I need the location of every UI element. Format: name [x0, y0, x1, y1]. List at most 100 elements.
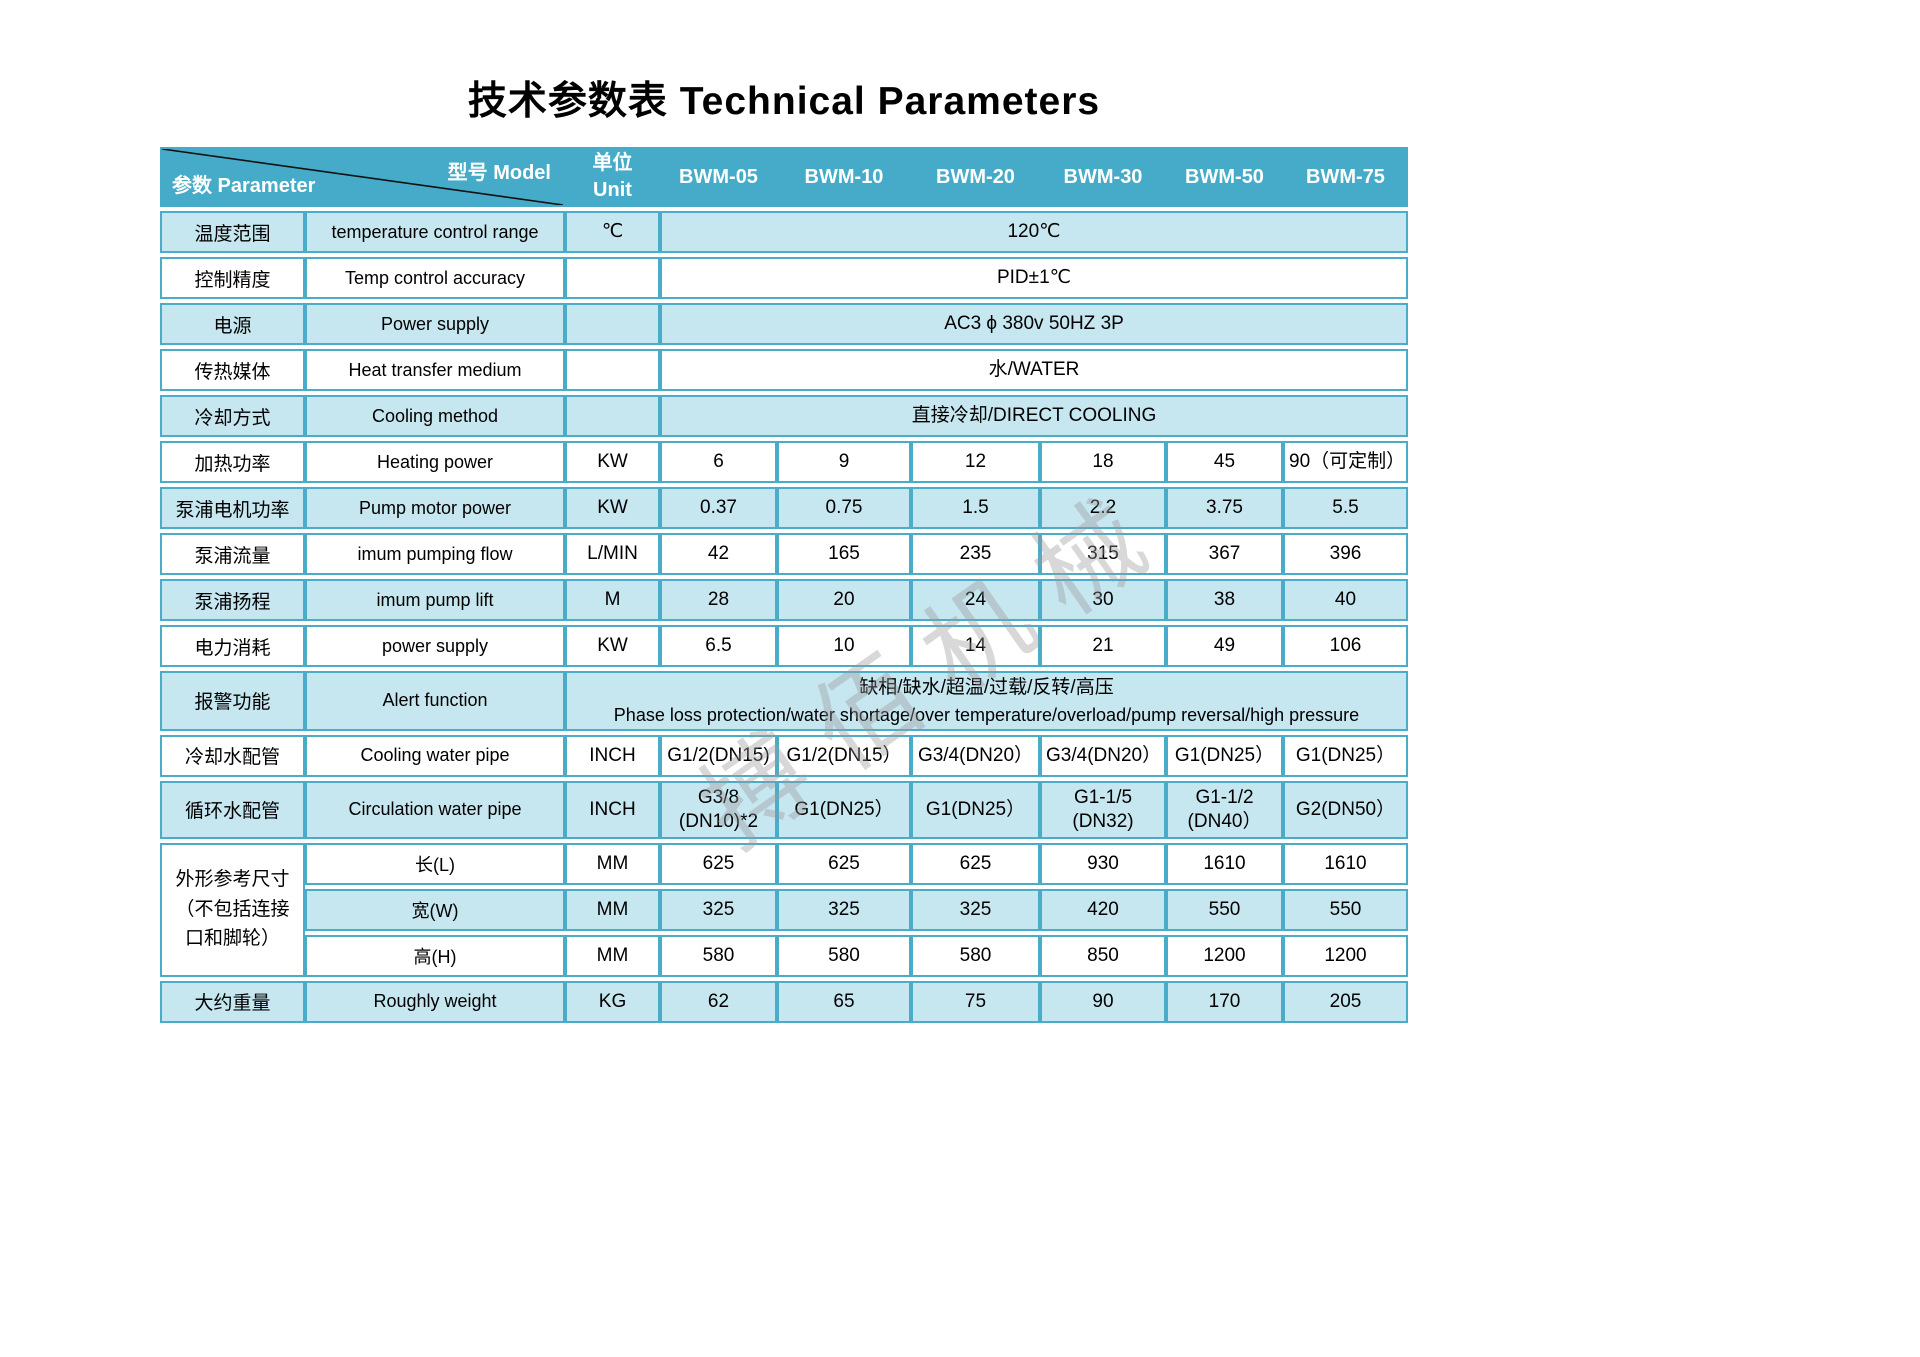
- value-cell: 625: [911, 842, 1040, 885]
- model-header: BWM-05: [660, 147, 777, 207]
- table-row: 泵浦扬程 imum pump lift M 28 20 24 30 38 40: [160, 579, 1408, 621]
- row-label-cn: 控制精度: [160, 257, 305, 299]
- row-label-en: imum pumping flow: [305, 533, 565, 575]
- value-cell: G1/2(DN15): [660, 734, 777, 777]
- page-title: 技术参数表 Technical Parameters: [467, 80, 1101, 123]
- value-cell: 5.5: [1283, 487, 1408, 529]
- model-header: BWM-50: [1166, 147, 1283, 207]
- row-label-en: Cooling method: [305, 395, 565, 437]
- diagonal-line: [162, 149, 563, 205]
- unit-header: 单位 Unit: [565, 147, 660, 207]
- value-cell: G3/4(DN20）: [1040, 734, 1166, 777]
- value-cell: 90（可定制）: [1283, 441, 1408, 483]
- row-label-cn: 大约重量: [160, 980, 305, 1023]
- unit-cell: M: [565, 579, 660, 621]
- table-row: 加热功率 Heating power KW 6 9 12 18 45 90（可定…: [160, 441, 1408, 483]
- row-label-cn: 冷却水配管: [160, 734, 305, 777]
- row-label-cn: 电源: [160, 303, 305, 345]
- value-cell: 75: [911, 980, 1040, 1023]
- value-cell: 325: [911, 888, 1040, 931]
- row-label-en: temperature control range: [305, 211, 565, 253]
- value-cell: 1200: [1166, 934, 1283, 977]
- unit-cell: INCH: [565, 734, 660, 777]
- unit-cell: INCH: [565, 780, 660, 839]
- value-cell: 12: [911, 441, 1040, 483]
- span-value-cell: 直接冷却/DIRECT COOLING: [660, 395, 1408, 437]
- model-header: BWM-10: [777, 147, 911, 207]
- row-label-en: Heating power: [305, 441, 565, 483]
- unit-cell: [565, 349, 660, 391]
- value-cell: 62: [660, 980, 777, 1023]
- unit-cell: MM: [565, 888, 660, 931]
- value-cell: 550: [1283, 888, 1408, 931]
- value-cell: 580: [660, 934, 777, 977]
- table-row: 宽(W) MM 325 325 325 420 550 550: [160, 888, 1408, 931]
- model-header: BWM-20: [911, 147, 1040, 207]
- value-cell: 420: [1040, 888, 1166, 931]
- row-label-en: Alert function: [305, 671, 565, 731]
- value-cell: 396: [1283, 533, 1408, 575]
- row-label-en: Pump motor power: [305, 487, 565, 529]
- params-table: 型号 Model 参数 Parameter 单位 Unit BWM-05 BWM…: [160, 143, 1408, 1027]
- value-cell: 10: [777, 625, 911, 667]
- row-label-cn: 报警功能: [160, 671, 305, 731]
- value-cell: 42: [660, 533, 777, 575]
- value-cell: 1200: [1283, 934, 1408, 977]
- value-cell: 14: [911, 625, 1040, 667]
- unit-cell: [565, 257, 660, 299]
- value-cell: 6.5: [660, 625, 777, 667]
- value-cell: G1-1/5 (DN32): [1040, 780, 1166, 839]
- value-cell: 1610: [1166, 842, 1283, 885]
- value-cell: G1(DN25）: [1283, 734, 1408, 777]
- row-label-en: Temp control accuracy: [305, 257, 565, 299]
- table-row: 报警功能 Alert function 缺相/缺水/超温/过载/反转/高压 Ph…: [160, 671, 1408, 731]
- unit-header-cn: 单位: [592, 152, 633, 174]
- table-wrap: 搏佰机械 型号 Model 参数 Parameter 单位 Unit BWM-0…: [160, 143, 1408, 1027]
- value-cell: G1(DN25）: [777, 780, 911, 839]
- unit-cell: MM: [565, 934, 660, 977]
- corner-param-label: 参数 Parameter: [172, 175, 316, 197]
- row-label-en: Roughly weight: [305, 980, 565, 1023]
- value-cell: 3.75: [1166, 487, 1283, 529]
- value-cell: 28: [660, 579, 777, 621]
- value-cell: G1(DN25）: [911, 780, 1040, 839]
- table-row: 传热媒体 Heat transfer medium 水/WATER: [160, 349, 1408, 391]
- value-cell: 325: [660, 888, 777, 931]
- table-row: 大约重量 Roughly weight KG 62 65 75 90 170 2…: [160, 980, 1408, 1023]
- unit-cell: KW: [565, 441, 660, 483]
- table-row: 高(H) MM 580 580 580 850 1200 1200: [160, 934, 1408, 977]
- value-cell: 625: [660, 842, 777, 885]
- value-cell: 18: [1040, 441, 1166, 483]
- unit-cell: KW: [565, 487, 660, 529]
- value-cell: G2(DN50）: [1283, 780, 1408, 839]
- value-cell: 625: [777, 842, 911, 885]
- value-cell: 170: [1166, 980, 1283, 1023]
- value-cell: 930: [1040, 842, 1166, 885]
- unit-cell: [565, 395, 660, 437]
- value-cell: 235: [911, 533, 1040, 575]
- row-label-en: 宽(W): [305, 888, 565, 931]
- table-row: 控制精度 Temp control accuracy PID±1℃: [160, 257, 1408, 299]
- value-cell: 65: [777, 980, 911, 1023]
- value-cell: 38: [1166, 579, 1283, 621]
- header-row: 型号 Model 参数 Parameter 单位 Unit BWM-05 BWM…: [160, 147, 1408, 207]
- value-cell: 205: [1283, 980, 1408, 1023]
- row-label-cn: 冷却方式: [160, 395, 305, 437]
- table-row: 泵浦流量 imum pumping flow L/MIN 42 165 235 …: [160, 533, 1408, 575]
- table-row: 外形参考尺寸 （不包括连接 口和脚轮） 长(L) MM 625 625 625 …: [160, 842, 1408, 977]
- alert-span-cell: 缺相/缺水/超温/过载/反转/高压 Phase loss protection/…: [565, 671, 1408, 731]
- row-label-en: Power supply: [305, 303, 565, 345]
- row-label-en: 高(H): [305, 934, 565, 977]
- span-value-cell: 120℃: [660, 211, 1408, 253]
- value-cell: 1610: [1283, 842, 1408, 885]
- value-cell: 20: [777, 579, 911, 621]
- value-cell: G1/2(DN15）: [777, 734, 911, 777]
- unit-cell: KW: [565, 625, 660, 667]
- row-label-en: Cooling water pipe: [305, 734, 565, 777]
- value-cell: 49: [1166, 625, 1283, 667]
- unit-cell: MM: [565, 842, 660, 885]
- row-label-cn: 温度范围: [160, 211, 305, 253]
- value-cell: G1-1/2 (DN40）: [1166, 780, 1283, 839]
- table-row: 冷却水配管 Cooling water pipe INCH G1/2(DN15)…: [160, 734, 1408, 777]
- value-cell: 40: [1283, 579, 1408, 621]
